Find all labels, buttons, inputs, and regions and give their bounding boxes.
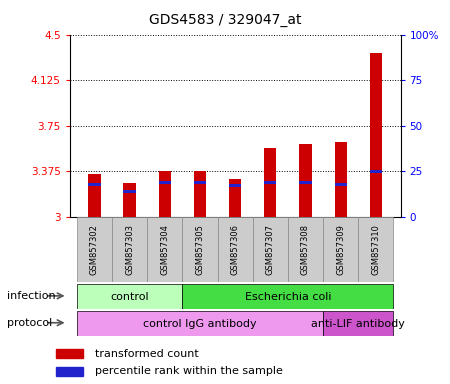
- Text: GSM857302: GSM857302: [90, 224, 99, 275]
- Bar: [334, 142, 347, 217]
- Bar: [57, 349, 83, 358]
- Bar: [112, 217, 147, 282]
- Bar: [323, 311, 393, 336]
- Text: GSM857305: GSM857305: [195, 224, 204, 275]
- Bar: [253, 217, 288, 282]
- Text: protocol: protocol: [7, 318, 52, 328]
- Text: GSM857307: GSM857307: [266, 224, 275, 275]
- Bar: [299, 144, 312, 217]
- Text: GSM857303: GSM857303: [125, 224, 134, 275]
- Bar: [77, 284, 182, 309]
- Text: infection: infection: [7, 291, 55, 301]
- Bar: [358, 217, 393, 282]
- Bar: [88, 183, 100, 185]
- Bar: [182, 284, 393, 309]
- Text: transformed count: transformed count: [94, 349, 198, 359]
- Bar: [158, 171, 171, 217]
- Text: GSM857310: GSM857310: [371, 224, 380, 275]
- Bar: [264, 181, 276, 184]
- Bar: [77, 311, 323, 336]
- Text: anti-LIF antibody: anti-LIF antibody: [311, 318, 405, 329]
- Bar: [194, 181, 206, 184]
- Text: GSM857304: GSM857304: [160, 224, 169, 275]
- Text: percentile rank within the sample: percentile rank within the sample: [94, 366, 283, 376]
- Text: control: control: [110, 291, 149, 302]
- Bar: [323, 217, 358, 282]
- Text: Escherichia coli: Escherichia coli: [245, 291, 331, 302]
- Text: GSM857308: GSM857308: [301, 224, 310, 275]
- Bar: [370, 170, 382, 173]
- Bar: [217, 217, 253, 282]
- Bar: [123, 190, 136, 193]
- Bar: [334, 183, 347, 185]
- Bar: [88, 174, 100, 217]
- Text: GDS4583 / 329047_at: GDS4583 / 329047_at: [149, 13, 301, 27]
- Bar: [288, 217, 323, 282]
- Text: GSM857309: GSM857309: [336, 224, 345, 275]
- Bar: [370, 53, 382, 217]
- Text: control IgG antibody: control IgG antibody: [143, 318, 257, 329]
- Bar: [147, 217, 182, 282]
- Bar: [229, 179, 241, 217]
- Bar: [299, 181, 312, 184]
- Bar: [77, 217, 112, 282]
- Bar: [182, 217, 217, 282]
- Bar: [123, 183, 136, 217]
- Bar: [229, 184, 241, 187]
- Bar: [158, 181, 171, 184]
- Bar: [194, 171, 206, 217]
- Bar: [264, 148, 276, 217]
- Bar: [57, 367, 83, 376]
- Text: GSM857306: GSM857306: [231, 224, 240, 275]
